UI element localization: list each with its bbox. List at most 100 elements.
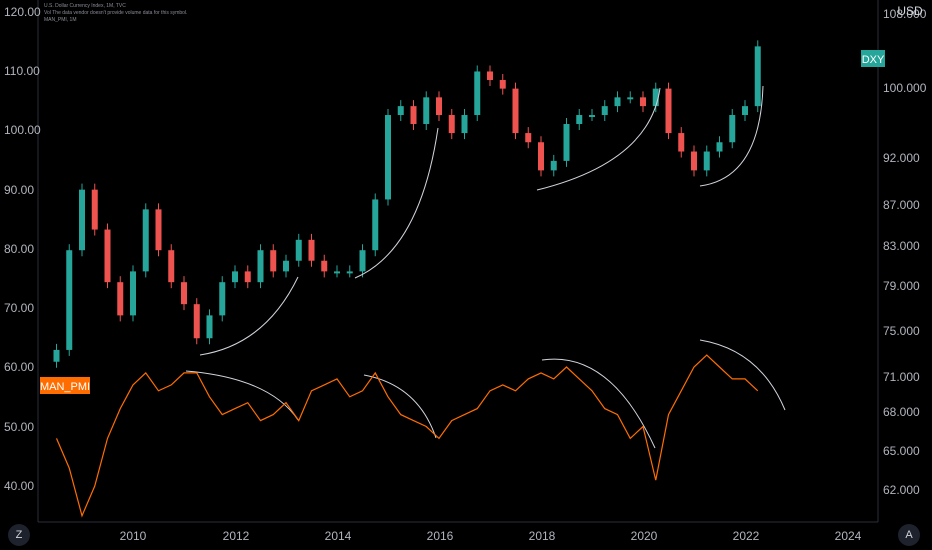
candle-body — [79, 189, 85, 251]
candle-body — [691, 151, 697, 171]
time-tick-label: 2014 — [325, 529, 352, 543]
candle-body — [665, 88, 672, 134]
right-tick-label: 83.000 — [883, 239, 920, 253]
man-pmi-line — [55, 354, 759, 518]
right-tick-label: 68.000 — [883, 405, 920, 419]
candle-body — [729, 115, 736, 143]
candle-body — [385, 115, 391, 200]
candle-body — [716, 142, 723, 152]
candle-body — [104, 229, 111, 283]
annotation-arcs — [185, 85, 786, 449]
dxy-candles — [53, 40, 761, 368]
dxy-badge: DXY — [862, 54, 885, 66]
candle-body — [193, 304, 200, 339]
candle-body — [257, 250, 264, 283]
left-tick-label: 110.00 — [4, 64, 40, 78]
candle-body — [499, 80, 506, 89]
dxy-badge-bg — [861, 50, 885, 67]
right-tick-label: 65.000 — [883, 444, 920, 458]
candle-body — [308, 239, 315, 261]
header-line-1: U.S. Dollar Currency Index, 1M, TVC — [44, 3, 126, 9]
right-tick-label: 92.000 — [883, 151, 920, 165]
time-tick-label: 2022 — [733, 529, 760, 543]
right-tick-label: 87.000 — [883, 198, 920, 212]
candle-body — [640, 97, 646, 107]
left-tick-label: 40.00 — [4, 479, 34, 493]
candle-body — [754, 46, 761, 107]
candle-body — [219, 282, 226, 316]
candle-body — [448, 115, 455, 134]
right-axis: 108.000 100.000 92.000 87.000 83.000 79.000 75… — [883, 7, 927, 497]
time-tick-label: 2024 — [835, 529, 862, 543]
candle-body — [206, 315, 213, 339]
pmi-arc-2021 — [699, 339, 786, 411]
arc-2022 — [699, 85, 764, 187]
candle-body — [142, 209, 149, 272]
candle-body — [410, 106, 417, 124]
candle-body — [563, 123, 570, 161]
time-axis: 2010 2012 2014 2016 2018 2020 2022 2024 — [120, 529, 862, 543]
time-tick-label: 2010 — [120, 529, 147, 543]
candle-body — [703, 151, 710, 171]
left-tick-label: 100.00 — [4, 123, 41, 137]
pmi-badge-bg — [40, 377, 90, 394]
candle-body — [550, 160, 557, 171]
candle-body — [295, 239, 302, 261]
candle-body — [359, 250, 366, 272]
pmi-arc-2011 — [185, 370, 299, 421]
candle-body — [232, 271, 238, 283]
candle-body — [614, 97, 621, 107]
right-tick-label: 100.000 — [883, 81, 927, 95]
auto-scale-button-left[interactable]: Z — [8, 524, 30, 546]
arc-2015 — [354, 127, 439, 279]
candle-body — [168, 250, 175, 283]
candle-body — [244, 271, 251, 283]
right-tick-label: 62.000 — [883, 483, 920, 497]
right-tick-label: 79.000 — [883, 279, 920, 293]
header-line-2: Vol The data vendor doesn't provide volu… — [44, 10, 188, 16]
pmi-badge: MAN_PMI — [40, 381, 90, 393]
candle-body — [334, 271, 340, 274]
left-tick-label: 70.00 — [4, 301, 34, 315]
left-tick-label: 60.00 — [4, 360, 34, 374]
candle-body — [487, 71, 493, 81]
candle-body — [181, 282, 187, 305]
time-tick-label: 2016 — [427, 529, 454, 543]
right-tick-label: 108.000 — [883, 7, 927, 21]
left-tick-label: 90.00 — [4, 183, 34, 197]
candle-body — [372, 199, 379, 251]
candle-body — [423, 97, 430, 124]
pmi-arc-2014 — [363, 374, 437, 439]
candle-body — [525, 133, 532, 143]
left-axis: 120.00 110.00 100.00 90.00 80.00 70.00 60.00 50… — [4, 5, 41, 493]
candle-body — [461, 115, 468, 134]
auto-scale-button-right[interactable]: A — [898, 524, 920, 546]
right-tick-label: 71.000 — [883, 370, 920, 384]
candle-body — [576, 115, 583, 124]
candle-body — [270, 250, 277, 272]
candle-body — [283, 260, 289, 272]
candle-body — [652, 88, 659, 107]
left-tick-label: 80.00 — [4, 242, 34, 256]
currency-label: USD — [897, 4, 923, 18]
candle-body — [66, 250, 73, 350]
arc-2012 — [199, 276, 299, 356]
chart-header: U.S. Dollar Currency Index, 1M, TVC Vol … — [44, 3, 187, 24]
candle-body — [130, 271, 136, 316]
candle-body — [474, 71, 481, 116]
time-tick-label: 2020 — [631, 529, 658, 543]
arc-2019 — [536, 87, 661, 191]
candle-body — [346, 271, 353, 274]
candle-body — [512, 88, 519, 134]
header-line-3: MAN_PMI, 1M — [44, 17, 77, 23]
candle-body — [538, 142, 544, 171]
candle-body — [742, 106, 748, 116]
candle-body — [397, 106, 404, 116]
candle-body — [436, 97, 442, 116]
candle-body — [601, 106, 608, 116]
candle-body — [321, 260, 328, 272]
candle-body — [91, 189, 98, 230]
left-tick-label: 50.00 — [4, 420, 34, 434]
candle-body — [678, 133, 685, 152]
